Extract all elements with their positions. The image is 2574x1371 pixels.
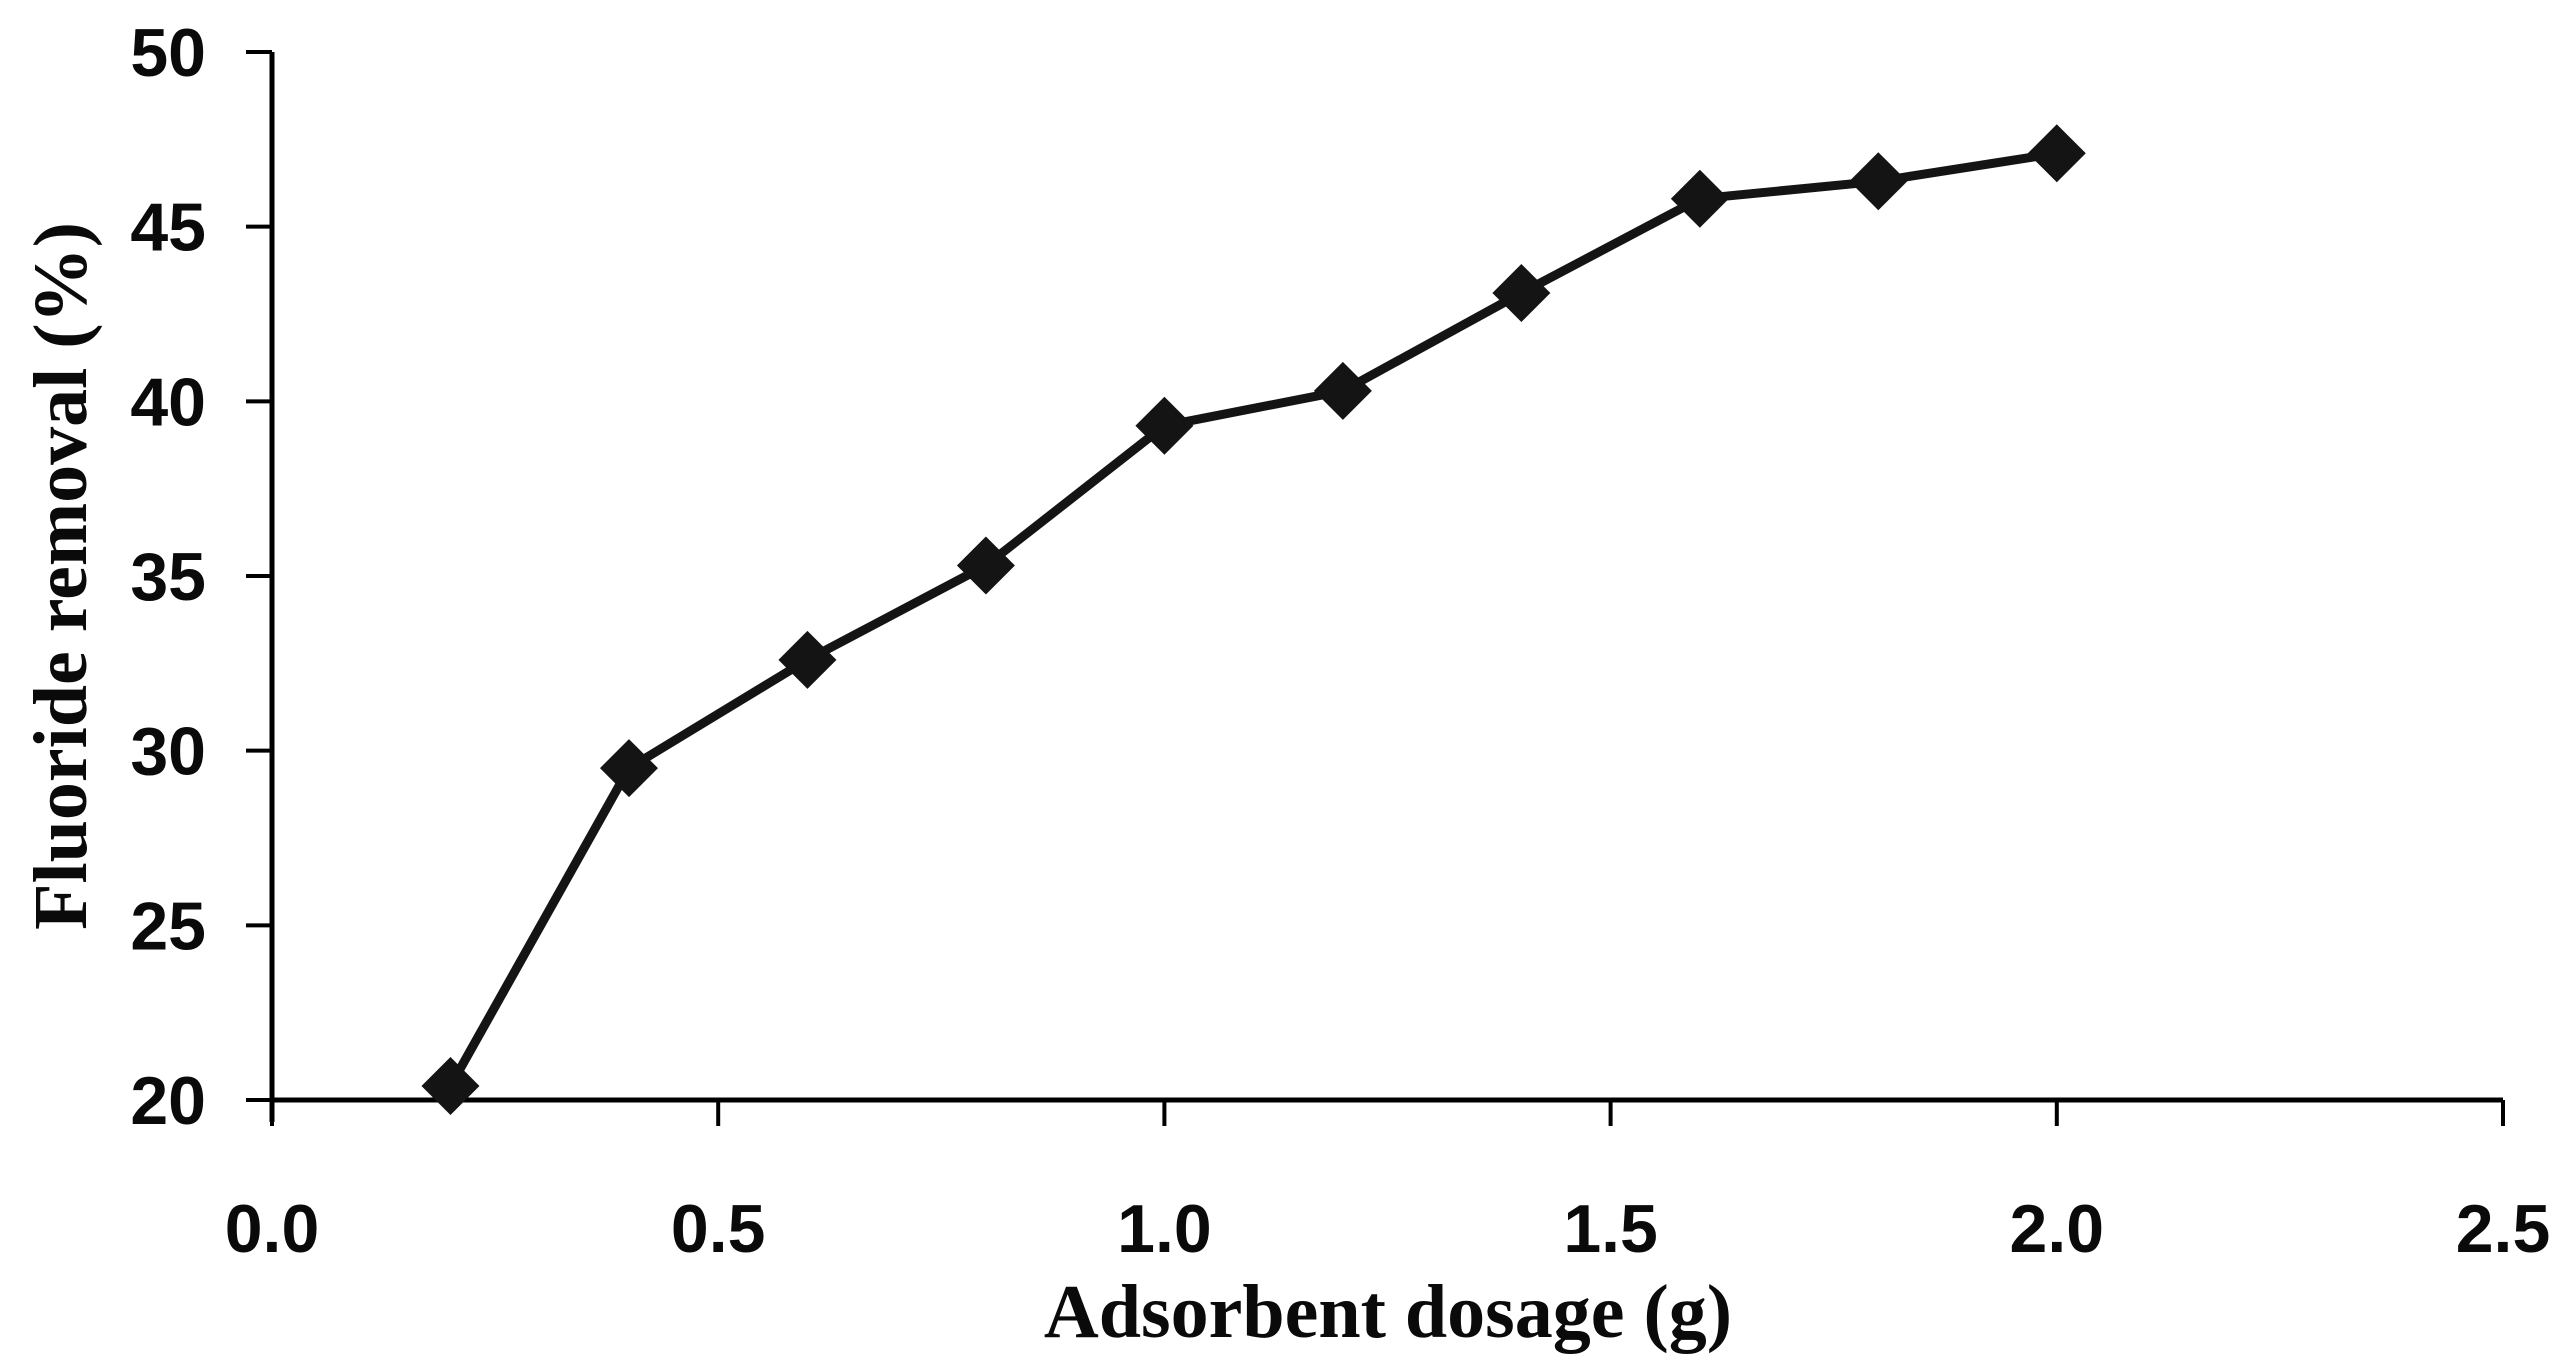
x-tick-label: 1.5 (1563, 1191, 1658, 1267)
y-tick-label: 25 (130, 888, 206, 964)
data-point-marker (956, 536, 1015, 595)
x-tick-label: 2.0 (2010, 1191, 2105, 1267)
y-tick-label: 35 (130, 539, 206, 615)
data-point-marker (1135, 396, 1194, 455)
data-point-marker (1670, 169, 1729, 228)
series-line (446, 148, 2062, 1091)
data-point-marker (778, 630, 837, 689)
series-layer (421, 124, 2086, 1116)
data-point-marker (1492, 264, 1551, 323)
data-point-marker (1313, 361, 1372, 420)
y-tick-label: 30 (130, 714, 206, 790)
y-tick-label: 40 (130, 364, 206, 440)
x-tick-label: 2.5 (2456, 1191, 2551, 1267)
y-tick-label: 50 (130, 15, 206, 91)
x-tick-label: 0.5 (671, 1191, 766, 1267)
x-tick-label: 0.0 (225, 1191, 320, 1267)
data-point-marker (1849, 152, 1908, 211)
x-axis-title: Adsorbent dosage (g) (1044, 1270, 1732, 1354)
x-tick-label: 1.0 (1117, 1191, 1212, 1267)
y-tick-label: 45 (130, 190, 206, 266)
data-point-marker (599, 739, 658, 798)
data-point-marker (2027, 124, 2086, 183)
data-point-marker (421, 1057, 480, 1116)
y-tick-label: 20 (130, 1063, 206, 1139)
axes-layer: 0.0 0.5 1.0 1.5 2.0 2.5 20 25 30 35 40 45 50 (130, 15, 2550, 1267)
y-axis-title: Fluoride removal (%) (19, 222, 103, 930)
